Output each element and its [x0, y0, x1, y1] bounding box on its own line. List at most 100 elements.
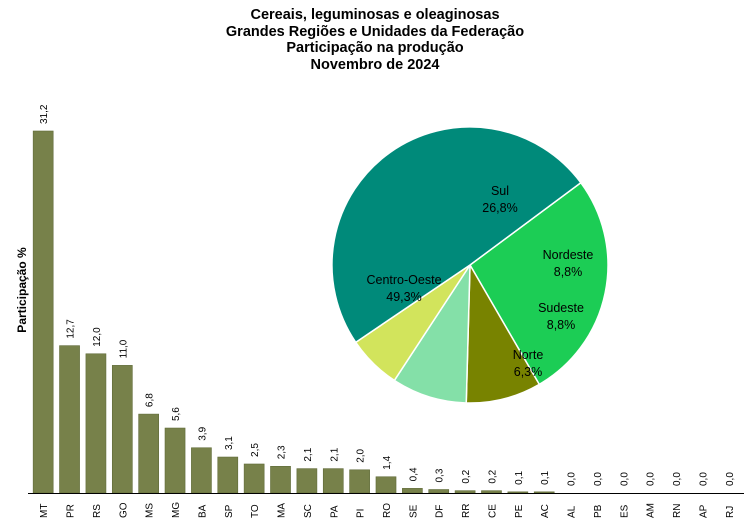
chart-title-line-4: Novembro de 2024 — [310, 56, 440, 73]
bar-value-label-al: 0,0 — [567, 472, 578, 486]
bar-ce — [481, 490, 502, 494]
bar-value-label-se: 0,4 — [408, 467, 419, 481]
bar-pa — [322, 468, 344, 494]
category-label-ma: MA — [277, 503, 288, 518]
bar-value-label-ce: 0,2 — [487, 469, 498, 483]
category-label-ro: RO — [382, 503, 393, 518]
bar-mg — [164, 427, 186, 494]
bar-value-label-go: 11,0 — [118, 339, 129, 358]
pie-label-value-sudeste: 8,8% — [547, 318, 576, 332]
bar-pe — [507, 491, 529, 494]
category-label-df: DF — [435, 505, 446, 518]
category-label-go: GO — [118, 502, 129, 518]
bars-group — [32, 130, 555, 494]
bar-value-label-ap: 0,0 — [698, 472, 709, 486]
bar-category-labels: MT PR RS GO MS MG BA SP TO MA SC PA PI RO SE DF RR CE PE AC… — [39, 502, 736, 518]
bar-se — [402, 488, 423, 494]
bar-value-label-rr: 0,2 — [461, 469, 472, 483]
bar-sc — [296, 468, 318, 494]
pie-label-name-centro-oeste: Centro-Oeste — [366, 273, 441, 287]
category-label-rs: RS — [92, 504, 103, 518]
pie-label-name-norte: Norte — [513, 348, 544, 362]
category-label-ap: AP — [698, 504, 709, 518]
bar-ac — [533, 491, 555, 494]
bar-value-label-ms: 6,8 — [145, 393, 156, 407]
category-label-ba: BA — [197, 504, 208, 518]
pie-slices — [331, 126, 609, 404]
bar-value-label-ro: 1,4 — [382, 455, 393, 469]
bar-value-label-rn: 0,0 — [672, 472, 683, 486]
category-label-pb: PB — [593, 504, 604, 518]
bar-chart: Participação % 31,2 12,7 12,0 11,0 6,8 5,6 3,9… — [15, 104, 744, 518]
category-label-rn: RN — [672, 504, 683, 518]
bar-value-label-ac: 0,1 — [540, 471, 551, 485]
bar-value-label-mt: 31,2 — [39, 104, 50, 124]
bar-mt — [32, 130, 54, 494]
pie-chart: Sul 26,8% Nordeste 8,8% Sudeste 8,8% Norte 6,3%… — [331, 126, 609, 404]
bar-value-label-pr: 12,7 — [66, 319, 77, 339]
bar-value-label-sp: 3,1 — [224, 436, 235, 450]
bar-value-label-sc: 2,1 — [303, 447, 314, 461]
category-label-ac: AC — [540, 504, 551, 518]
pie-label-value-centro-oeste: 49,3% — [386, 290, 421, 304]
pie-slice-centro-oeste — [331, 126, 582, 344]
bar-value-label-pb: 0,0 — [593, 472, 604, 486]
category-label-mg: MG — [171, 502, 182, 518]
category-label-mt: MT — [39, 504, 50, 518]
pie-label-value-nordeste: 8,8% — [554, 265, 583, 279]
pie-slice-sul — [469, 181, 609, 386]
pie-label-name-sudeste: Sudeste — [538, 301, 584, 315]
chart-title-line-3: Participação na produção — [286, 40, 464, 56]
bar-sp — [217, 456, 239, 494]
bar-go — [111, 365, 133, 494]
pie-labels: Sul 26,8% Nordeste 8,8% Sudeste 8,8% Norte 6,3%… — [366, 184, 593, 379]
category-label-ms: MS — [145, 503, 156, 518]
category-label-sc: SC — [303, 504, 314, 518]
bar-value-label-am: 0,0 — [646, 472, 657, 486]
category-label-se: SE — [408, 504, 419, 518]
bar-ma — [270, 466, 291, 494]
bar-ms — [138, 413, 159, 494]
chart-titles: Cereais, leguminosas e oleaginosas Grand… — [175, 7, 575, 73]
chart-title-line-2: Grandes Regiões e Unidades da Federação — [225, 23, 525, 40]
category-label-pe: PE — [514, 504, 525, 518]
category-label-to: TO — [250, 504, 261, 518]
bar-ro — [375, 476, 397, 494]
category-label-rj: RJ — [725, 506, 736, 518]
bar-value-label-ba: 3,9 — [197, 426, 208, 440]
bar-value-label-pi: 2,0 — [356, 448, 367, 462]
bar-value-label-df: 0,3 — [435, 468, 446, 482]
bar-value-label-pa: 2,1 — [329, 447, 340, 461]
pie-label-name-sul: Sul — [491, 184, 509, 198]
chart-title-line-1: Cereais, leguminosas e oleaginosas — [250, 7, 500, 23]
bar-value-label-es: 0,0 — [619, 472, 630, 486]
bar-value-label-ma: 2,3 — [277, 445, 288, 459]
bar-pi — [349, 469, 370, 494]
bar-value-label-to: 2,5 — [250, 443, 261, 457]
bar-value-label-mg: 5,6 — [171, 407, 182, 421]
y-axis-label: Participação % — [15, 247, 29, 333]
category-label-ce: CE — [487, 504, 498, 518]
category-label-pa: PA — [329, 505, 340, 518]
category-label-am: AM — [646, 503, 657, 518]
bar-value-label-rj: 0,0 — [725, 472, 736, 486]
bar-df — [428, 489, 450, 494]
category-label-pi: PI — [356, 509, 367, 518]
bar-value-label-rs: 12,0 — [92, 327, 103, 347]
bar-rs — [85, 353, 107, 494]
bar-value-label-pe: 0,1 — [514, 471, 525, 485]
bar-to — [243, 463, 265, 494]
pie-label-name-nordeste: Nordeste — [543, 248, 594, 262]
category-label-rr: RR — [461, 504, 472, 518]
category-label-es: ES — [619, 504, 630, 518]
pie-label-value-norte: 6,3% — [514, 365, 543, 379]
pie-label-value-sul: 26,8% — [482, 201, 517, 215]
category-label-pr: PR — [66, 504, 77, 518]
category-label-al: AL — [567, 505, 578, 518]
bar-pr — [59, 345, 80, 494]
category-label-sp: SP — [224, 504, 235, 518]
bar-rr — [454, 490, 476, 494]
bar-value-labels: 31,2 12,7 12,0 11,0 6,8 5,6 3,9 3,1 2,5 2,3 2,1 2,1… — [39, 104, 736, 486]
